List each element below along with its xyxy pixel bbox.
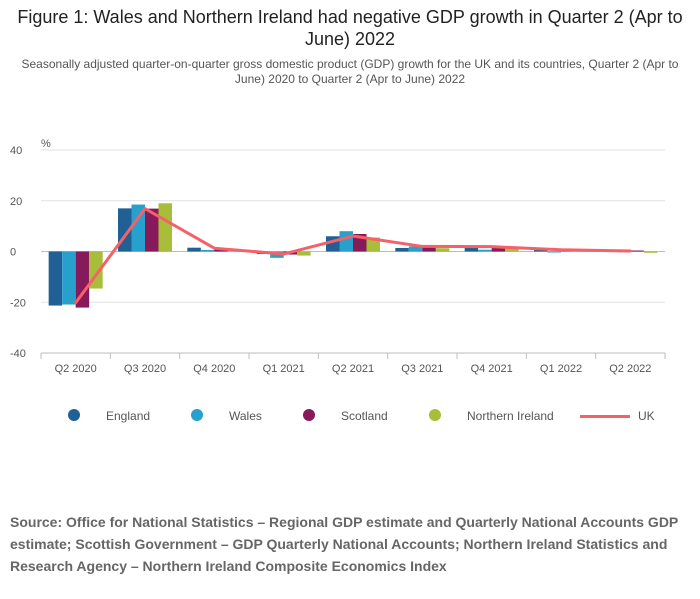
bar-scotland bbox=[491, 247, 506, 252]
legend-label-northern-ireland: Northern Ireland bbox=[467, 409, 554, 423]
bar-wales bbox=[339, 231, 353, 252]
y-tick-label: -40 bbox=[10, 348, 26, 360]
chart-title: Figure 1: Wales and Northern Ireland had… bbox=[17, 7, 683, 49]
legend-label-wales: Wales bbox=[229, 409, 262, 423]
y-tick-label: 40 bbox=[10, 145, 22, 157]
bar-northern-ireland bbox=[643, 251, 658, 253]
x-tick-label: Q4 2020 bbox=[193, 363, 235, 375]
uk-series-line bbox=[74, 207, 632, 305]
bar-scotland bbox=[75, 251, 90, 308]
bar-scotland bbox=[422, 245, 436, 252]
chart-subtitle: Seasonally adjusted quarter-on-quarter g… bbox=[21, 57, 679, 86]
chart-legend: England Wales Scotland Northern Ireland UK bbox=[0, 404, 700, 428]
bar-northern-ireland bbox=[297, 251, 311, 256]
bar-england bbox=[464, 247, 479, 252]
bar-wales bbox=[547, 251, 561, 253]
x-tick-label: Q2 2020 bbox=[55, 363, 97, 375]
legend-label-uk: UK bbox=[638, 409, 655, 423]
legend-marker-northern-ireland bbox=[429, 409, 441, 421]
x-tick-label: Q1 2021 bbox=[263, 363, 305, 375]
y-tick-label: 20 bbox=[10, 196, 22, 208]
bar-wales bbox=[62, 251, 76, 305]
legend-label-england: England bbox=[106, 409, 151, 423]
bar-england bbox=[187, 247, 201, 252]
bar-england bbox=[395, 247, 409, 252]
y-tick-label: 0 bbox=[10, 247, 16, 259]
y-tick-label: -20 bbox=[10, 297, 26, 309]
legend-marker-uk bbox=[580, 415, 630, 418]
bar-england bbox=[48, 251, 63, 306]
bar-wales bbox=[408, 246, 423, 252]
y-axis-label: % bbox=[41, 138, 51, 150]
bar-wales bbox=[200, 249, 215, 252]
bar-northern-ireland bbox=[158, 203, 172, 252]
bar-northern-ireland bbox=[435, 248, 450, 252]
bar-wales bbox=[478, 249, 492, 252]
chart-plot: 40 20 0 -20 -40% Q2 2020 Q3 2020 Q4 2020 Q1 2021… bbox=[10, 138, 666, 375]
x-tick-label: Q3 2021 bbox=[401, 363, 443, 375]
bar-scotland bbox=[630, 250, 644, 252]
bar-england bbox=[534, 249, 548, 252]
x-tick-label: Q4 2021 bbox=[471, 363, 513, 375]
x-tick-label: Q2 2021 bbox=[332, 363, 374, 375]
legend-label-scotland: Scotland bbox=[341, 409, 388, 423]
legend-marker-scotland bbox=[303, 409, 315, 421]
x-tick-label: Q3 2020 bbox=[124, 363, 166, 375]
bar-northern-ireland bbox=[505, 248, 519, 252]
source-note: Source: Office for National Statistics –… bbox=[10, 514, 679, 574]
legend-marker-wales bbox=[191, 409, 203, 421]
bar-wales bbox=[131, 204, 145, 252]
x-tick-label: Q1 2022 bbox=[540, 363, 582, 375]
legend-marker-england bbox=[68, 409, 80, 421]
bar-scotland bbox=[145, 208, 159, 252]
x-tick-label: Q2 2022 bbox=[609, 363, 651, 375]
